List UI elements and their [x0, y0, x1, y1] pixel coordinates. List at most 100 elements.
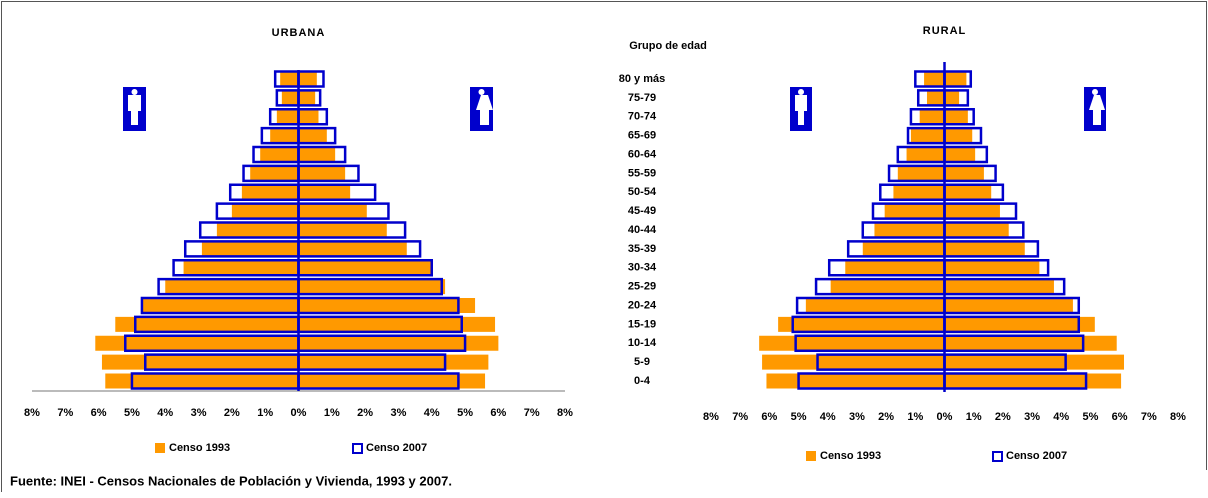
y-tick-label: 30-34 — [628, 262, 657, 274]
x-tick-label: 6% — [1112, 411, 1128, 423]
bar-right — [298, 335, 499, 351]
bar-left — [216, 222, 299, 238]
x-tick-label: 2% — [878, 411, 894, 423]
bar-right — [944, 222, 1009, 238]
bar-right — [298, 203, 367, 219]
bar-left — [762, 354, 945, 370]
x-tick-label: 4% — [157, 407, 173, 419]
bar-right — [298, 90, 316, 106]
bar-left — [893, 184, 945, 200]
bar-left — [201, 241, 299, 257]
y-axis-label: Grupo de edad — [629, 40, 707, 52]
x-tick-label: 7% — [57, 407, 73, 419]
x-tick-label: 5% — [791, 411, 807, 423]
y-tick-label: 60-64 — [628, 148, 657, 160]
legend-swatch — [155, 443, 165, 453]
bar-right — [298, 184, 351, 200]
bar-left — [862, 241, 945, 257]
x-tick-label: 1% — [324, 407, 340, 419]
x-tick-label: 7% — [732, 411, 748, 423]
bar-left — [281, 90, 299, 106]
bar-right — [298, 128, 327, 144]
bar-right — [944, 373, 1122, 389]
bar-right — [944, 241, 1025, 257]
bar-left — [260, 147, 299, 162]
bar-right — [298, 222, 387, 238]
x-tick-label: 6% — [490, 407, 506, 419]
legend-label: Censo 1993 — [169, 442, 230, 454]
bar-right — [298, 316, 496, 332]
x-tick-label: 5% — [1082, 411, 1098, 423]
bar-right — [298, 147, 336, 162]
bar-left — [276, 109, 299, 125]
y-tick-label: 45-49 — [628, 205, 656, 217]
bar-right — [944, 316, 1095, 332]
bar-left — [141, 298, 299, 313]
bar-right — [944, 335, 1117, 351]
y-tick-label: 15-19 — [628, 318, 656, 330]
bar-left — [924, 71, 945, 87]
legend-swatch — [352, 443, 363, 454]
x-tick-label: 1% — [907, 411, 923, 423]
y-tick-label: 10-14 — [628, 337, 657, 349]
chart-title: URBANA — [272, 27, 326, 39]
x-tick-label: 8% — [557, 407, 573, 419]
bar-right — [944, 184, 992, 200]
bar-left — [165, 279, 299, 295]
bar-right — [298, 279, 446, 295]
bar-left — [805, 298, 945, 313]
legend-label: Censo 2007 — [366, 442, 427, 454]
bar-right — [944, 147, 976, 162]
bar-left — [115, 316, 299, 332]
bar-right — [944, 128, 973, 144]
x-tick-label: 7% — [524, 407, 540, 419]
bar-left — [910, 128, 945, 144]
bar-left — [830, 279, 945, 295]
bar-left — [845, 260, 945, 276]
x-tick-label: 1% — [966, 411, 982, 423]
y-tick-label: 25-29 — [628, 281, 656, 293]
icon-male — [790, 87, 812, 131]
x-tick-label: 6% — [91, 407, 107, 419]
y-tick-label: 80 y más — [619, 73, 665, 85]
bar-right — [944, 90, 960, 106]
x-tick-label: 1% — [257, 407, 273, 419]
bar-right — [298, 373, 486, 389]
bar-left — [778, 316, 945, 332]
bar-left — [897, 165, 945, 181]
legend-label: Censo 1993 — [820, 450, 881, 462]
bar-right — [298, 241, 407, 257]
bar-right — [944, 260, 1040, 276]
y-tick-label: 75-79 — [628, 92, 656, 104]
icon-female — [470, 87, 493, 131]
y-tick-label: 20-24 — [628, 299, 657, 311]
bar-left — [105, 373, 299, 389]
bar-left — [241, 184, 299, 200]
bar-left — [884, 203, 945, 219]
bar-right — [944, 203, 1000, 219]
bar-right — [298, 260, 432, 276]
bar-left — [766, 373, 945, 389]
bar-left — [926, 90, 945, 106]
bar-left — [280, 71, 299, 87]
x-tick-label: 8% — [1170, 411, 1186, 423]
bar-right — [298, 354, 489, 370]
icon-male — [123, 87, 146, 131]
legend-swatch — [806, 451, 816, 461]
bar-left — [919, 109, 945, 125]
x-tick-label: 3% — [849, 411, 865, 423]
bar-left — [250, 165, 299, 181]
bar-right — [298, 165, 346, 181]
y-tick-label: 70-74 — [628, 111, 657, 123]
bar-right — [944, 165, 984, 181]
y-tick-label: 40-44 — [628, 224, 657, 236]
bar-left — [231, 203, 299, 219]
bar-left — [906, 147, 945, 162]
bar-left — [759, 335, 945, 351]
x-tick-label: 6% — [761, 411, 777, 423]
bar-right — [944, 354, 1125, 370]
legend-swatch — [992, 451, 1003, 462]
y-tick-label: 55-59 — [628, 167, 656, 179]
